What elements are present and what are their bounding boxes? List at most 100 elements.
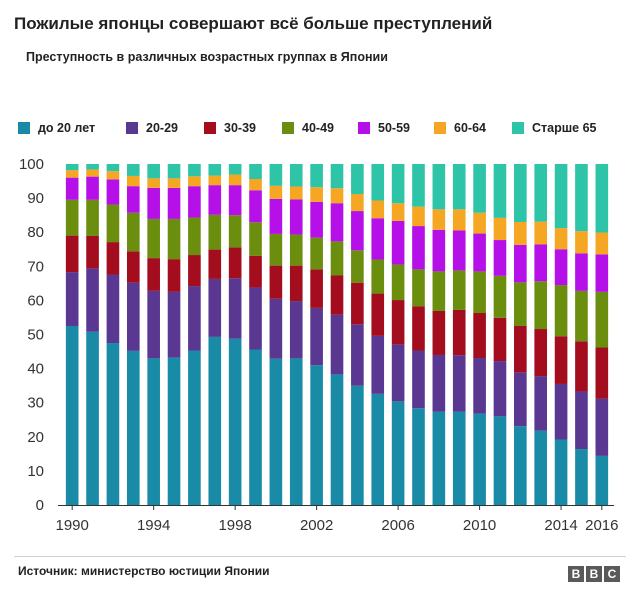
bar-segment-1994-5: [147, 187, 160, 219]
legend-label-40-49: 40-49: [302, 121, 334, 135]
bar-segment-1992-1: [106, 343, 120, 505]
bar-segment-2007-3: [412, 306, 425, 351]
bar-segment-2016-3: [595, 347, 609, 399]
bar-segment-1990-5: [65, 177, 79, 200]
bar-segment-1997-2: [208, 278, 222, 337]
bar-segment-1997-5: [208, 185, 222, 215]
bar-segment-2011-5: [493, 240, 507, 276]
bar-segment-2006-2: [391, 344, 405, 402]
bar-segment-1994-3: [147, 258, 160, 291]
chart-title: Пожилые японцы совершают всё больше прес…: [14, 14, 493, 33]
legend-label-20-29: 20-29: [146, 121, 178, 135]
bar-segment-1991-2: [86, 268, 99, 332]
x-tick-label: 1998: [218, 517, 251, 534]
bar-segment-2005-4: [371, 259, 385, 294]
bar-segment-1993-3: [126, 251, 140, 283]
bar-segment-1998-1: [228, 338, 242, 505]
bar-segment-2009-6: [452, 209, 466, 231]
bar-segment-2016-1: [595, 455, 609, 505]
bar-segment-2015-7: [575, 164, 588, 232]
bar-segment-2013-7: [534, 164, 548, 222]
bar-segment-1997-1: [208, 336, 222, 505]
bar-segment-2014-2: [554, 383, 568, 440]
bar-segment-1996-3: [188, 255, 201, 287]
bar-segment-2014-3: [554, 336, 568, 384]
bar-segment-2009-1: [452, 411, 466, 505]
bar-segment-2009-2: [452, 355, 466, 412]
bar-segment-2016-4: [595, 291, 609, 348]
bar-segment-2005-2: [371, 335, 385, 394]
bar-segment-2006-3: [391, 300, 405, 345]
legend-swatch-40-49: [282, 122, 294, 134]
bar-segment-2010-4: [473, 271, 486, 314]
bar-segment-2009-7: [452, 164, 466, 210]
bar-segment-2014-4: [554, 285, 568, 337]
legend-label-over-65: Старше 65: [532, 121, 597, 135]
bar-segment-1997-6: [208, 175, 222, 186]
bar-segment-2004-4: [351, 250, 364, 283]
bar-segment-2004-5: [351, 211, 364, 251]
bar-segment-2000-2: [269, 298, 283, 359]
bar-segment-2010-1: [473, 413, 486, 505]
bar-segment-1996-4: [188, 217, 201, 256]
legend-item-30-39: 30-39: [204, 119, 256, 137]
bar-segment-2000-1: [269, 358, 283, 505]
bar-segment-2010-2: [473, 358, 486, 414]
bar-segment-1998-2: [228, 278, 242, 339]
legend-label-60-64: 60-64: [454, 121, 486, 135]
x-tick-label: 2006: [381, 517, 414, 534]
y-tick-label: 50: [27, 327, 44, 344]
legend-swatch-60-64: [434, 122, 446, 134]
bar-segment-2005-1: [371, 393, 385, 505]
bar-segment-2008-2: [432, 354, 446, 412]
bar-segment-2008-3: [432, 310, 446, 355]
x-tick-label: 1990: [55, 517, 88, 534]
legend-label-30-39: 30-39: [224, 121, 256, 135]
bbc-logo-letter: C: [604, 566, 620, 582]
legend-item-20-29: 20-29: [126, 119, 178, 137]
bar-segment-2004-3: [351, 282, 364, 325]
source-note: Источник: министерство юстиции Японии: [18, 564, 270, 578]
bar-segment-2005-5: [371, 218, 385, 260]
bar-segment-2010-5: [473, 233, 486, 272]
bar-segment-2013-4: [534, 281, 548, 330]
bar-segment-1996-7: [188, 164, 201, 177]
bar-segment-2013-5: [534, 244, 548, 282]
bar-segment-2010-3: [473, 313, 486, 359]
bar-segment-1995-5: [167, 187, 181, 219]
bar-segment-2012-7: [514, 164, 527, 222]
bar-segment-1999-5: [249, 190, 262, 223]
bar-segment-1995-4: [167, 218, 181, 260]
bar-segment-2001-5: [289, 199, 303, 235]
y-tick-label: 0: [36, 497, 44, 514]
bar-segment-1992-5: [106, 179, 120, 205]
legend-swatch-over-65: [512, 122, 524, 134]
bar-segment-1992-7: [106, 164, 120, 172]
bar-segment-2006-4: [391, 264, 405, 301]
bar-segment-1993-1: [126, 350, 140, 505]
bar-segment-2008-1: [432, 411, 446, 505]
bar-segment-1990-2: [65, 272, 79, 326]
bar-segment-2006-5: [391, 220, 405, 265]
bar-segment-2002-5: [310, 201, 323, 238]
bar-segment-2002-2: [310, 307, 323, 366]
bbc-logo-letter: B: [568, 566, 584, 582]
bar-segment-1996-5: [188, 186, 201, 218]
bar-segment-1992-6: [106, 171, 120, 180]
y-tick-label: 30: [27, 395, 44, 412]
bar-segment-1994-6: [147, 178, 160, 188]
y-tick-label: 10: [27, 463, 44, 480]
legend-item-60-64: 60-64: [434, 119, 486, 137]
x-tick-label: 2014: [544, 517, 577, 534]
bar-segment-2015-4: [575, 290, 588, 342]
bar-segment-1999-2: [249, 287, 262, 350]
legend-swatch-50-59: [358, 122, 370, 134]
bar-segment-1996-6: [188, 176, 201, 187]
bar-segment-1997-3: [208, 249, 222, 279]
bar-segment-2010-7: [473, 164, 486, 213]
bar-segment-1991-4: [86, 199, 99, 236]
bar-segment-2007-1: [412, 408, 425, 505]
bar-segment-1990-6: [65, 170, 79, 178]
bar-segment-2015-6: [575, 231, 588, 254]
bar-segment-2005-3: [371, 293, 385, 336]
